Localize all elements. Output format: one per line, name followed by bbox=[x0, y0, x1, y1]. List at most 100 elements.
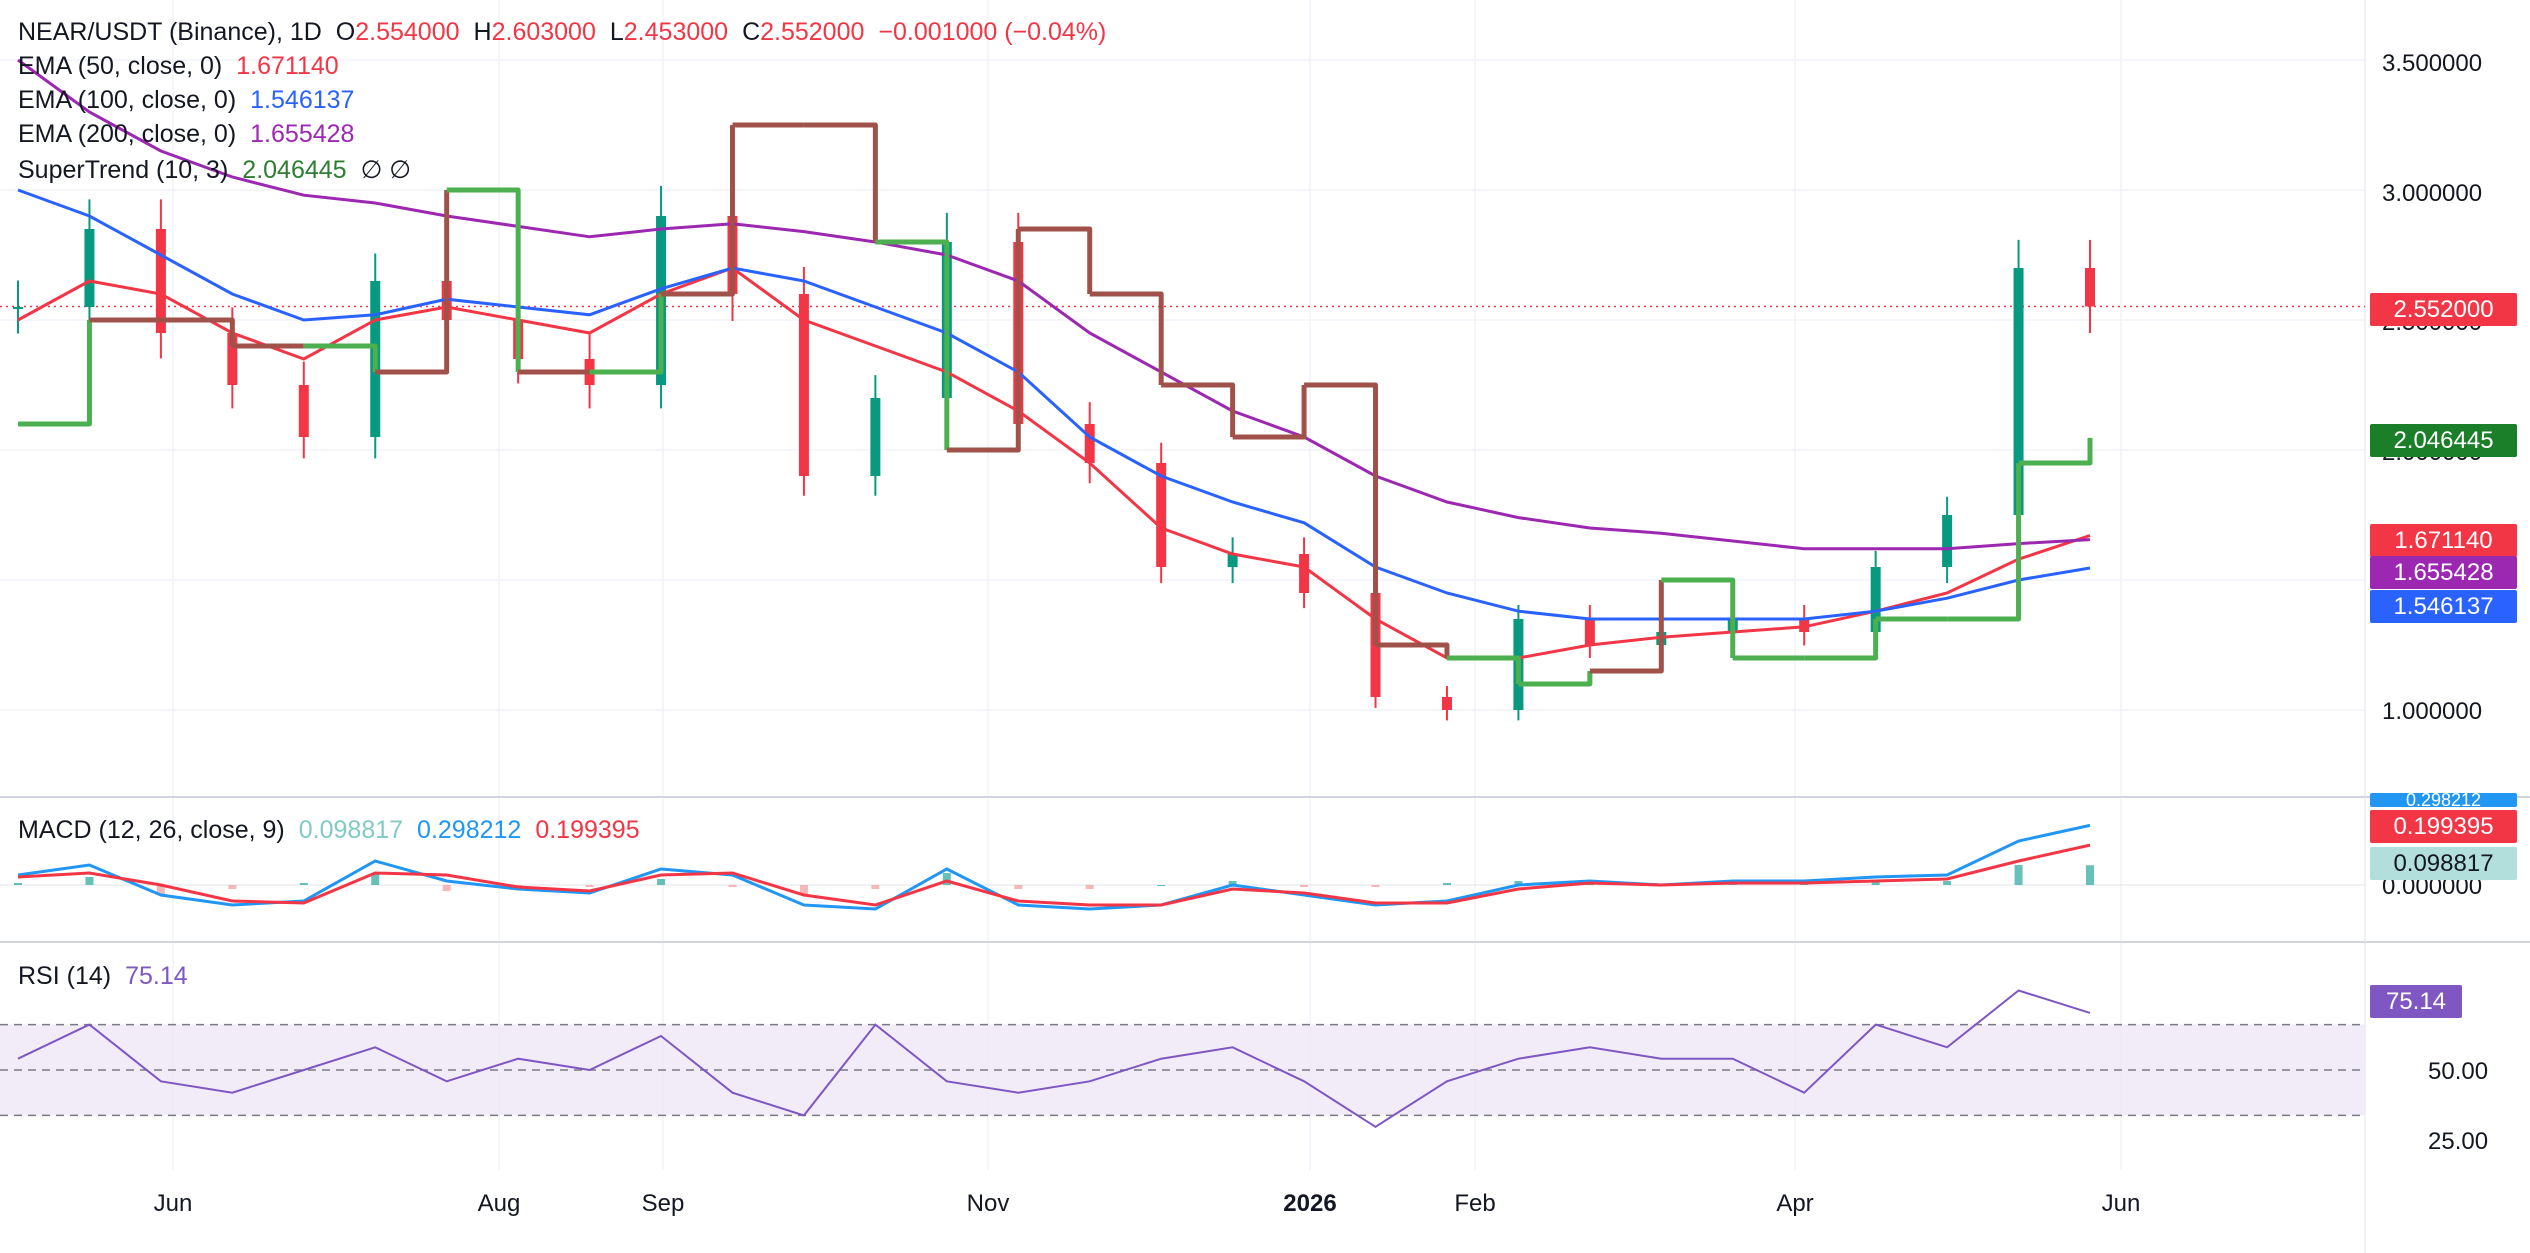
ema100-label: EMA (100, close, 0) bbox=[18, 86, 237, 114]
rsi-tag: 75.14 bbox=[2370, 985, 2462, 1018]
supertrend-legend[interactable]: SuperTrend (10, 3) 2.046445 ∅ ∅ bbox=[18, 155, 425, 185]
candle-body bbox=[1441, 697, 1452, 710]
ema100-line bbox=[17, 188, 2091, 621]
macd-line-tag: 0.298212 bbox=[2370, 793, 2517, 807]
time-axis-label: Feb bbox=[1454, 1190, 1496, 1217]
macd-histogram-bar bbox=[1014, 885, 1023, 889]
close-label: C bbox=[742, 18, 761, 46]
time-axis-label: Jun bbox=[2101, 1190, 2141, 1217]
macd-legend[interactable]: MACD (12, 26, close, 9) 0.098817 0.298212 0… bbox=[18, 816, 654, 845]
supertrend-segment bbox=[1947, 463, 2022, 622]
ema50-label: EMA (50, close, 0) bbox=[18, 52, 223, 80]
macd-histogram-bar bbox=[2014, 865, 2023, 885]
candle-body bbox=[1942, 515, 1953, 567]
price-legend: NEAR/USDT (Binance), 1D O2.554000 H2.60300… bbox=[18, 18, 1120, 47]
supertrend-segment bbox=[1232, 385, 1307, 440]
low-value: 2.453000 bbox=[623, 18, 729, 46]
macd-histogram-bar bbox=[871, 885, 880, 889]
symbol-label: NEAR/USDT (Binance), 1D bbox=[18, 18, 322, 46]
time-axis-label: Aug bbox=[477, 1190, 521, 1217]
macd-histogram-bar bbox=[2086, 865, 2094, 885]
ema200-label: EMA (200, close, 0) bbox=[18, 120, 237, 148]
price-axis-label: 3.500000 bbox=[2382, 50, 2483, 77]
supertrend-segment bbox=[1089, 291, 1164, 385]
rsi-axis-label: 25.00 bbox=[2428, 1128, 2489, 1155]
macd-histogram-bar bbox=[1871, 881, 1880, 885]
supertrend-segment bbox=[303, 343, 378, 372]
macd-signal-tag: 0.199395 bbox=[2370, 810, 2517, 843]
macd-histogram-bar bbox=[799, 885, 808, 895]
macd-histogram-bar bbox=[156, 885, 165, 895]
macd-histogram-bar bbox=[1371, 885, 1380, 887]
supertrend-segment bbox=[446, 187, 521, 372]
supertrend-segment bbox=[1304, 382, 1379, 645]
macd-histogram-bar bbox=[371, 873, 380, 885]
candle-body bbox=[1299, 554, 1310, 593]
macd-signal-line bbox=[17, 843, 2091, 907]
supertrend-label: SuperTrend (10, 3) bbox=[18, 156, 229, 184]
supertrend-value: 2.046445 bbox=[242, 156, 347, 184]
time-axis-label: 2026 bbox=[1283, 1190, 1337, 1217]
time-axis-label: Jun bbox=[153, 1190, 193, 1217]
candle-body bbox=[298, 385, 309, 437]
supertrend-segment bbox=[589, 294, 664, 375]
supertrend-segment bbox=[1804, 619, 1879, 661]
time-axis-label: Nov bbox=[966, 1190, 1010, 1217]
macd-histogram-bar bbox=[1442, 883, 1451, 885]
macd-histogram-bar bbox=[585, 885, 594, 887]
ema200-value: 1.655428 bbox=[250, 120, 355, 148]
candle-body bbox=[2085, 268, 2095, 307]
macd-histogram-bar bbox=[299, 883, 308, 885]
candle-body bbox=[1227, 554, 1238, 567]
supertrend-segment bbox=[1589, 580, 1664, 674]
ema200-price-tag: 1.655428 bbox=[2370, 556, 2517, 589]
high-label: H bbox=[473, 18, 492, 46]
ema50-price-tag: 1.671140 bbox=[2370, 524, 2517, 557]
macd-histogram-bar bbox=[1228, 881, 1237, 885]
candle-body bbox=[227, 333, 238, 385]
macd-histogram-bar bbox=[1300, 885, 1309, 887]
rsi-line bbox=[17, 989, 2091, 1128]
supertrend-segment bbox=[375, 190, 450, 375]
change-value: −0.001000 (−0.04%) bbox=[878, 18, 1107, 46]
supertrend-segment bbox=[1518, 671, 1593, 687]
close-value: 2.552000 bbox=[760, 18, 865, 46]
supertrend-segment bbox=[1661, 577, 1736, 658]
macd-histogram-bar bbox=[14, 883, 22, 885]
macd-histogram-bar bbox=[1943, 881, 1952, 885]
ema50-legend[interactable]: EMA (50, close, 0) 1.671140 bbox=[18, 52, 353, 81]
candle-body bbox=[1870, 567, 1881, 632]
ema200-legend[interactable]: EMA (200, close, 0) 1.655428 bbox=[18, 120, 368, 149]
candle-body bbox=[2013, 268, 2024, 515]
open-label: O bbox=[335, 18, 356, 46]
candle-body bbox=[13, 307, 23, 309]
open-value: 2.554000 bbox=[355, 18, 460, 46]
macd-histogram-bar bbox=[728, 885, 737, 887]
last-price-tag: 2.552000 bbox=[2370, 293, 2517, 326]
ema50-value: 1.671140 bbox=[236, 52, 339, 80]
macd-hist-tag: 0.098817 bbox=[2370, 847, 2517, 880]
supertrend-segment bbox=[875, 239, 950, 450]
supertrend-segment bbox=[18, 320, 92, 427]
candle-body bbox=[870, 398, 881, 476]
candle-body bbox=[1156, 463, 1167, 567]
ema100-legend[interactable]: EMA (100, close, 0) 1.546137 bbox=[18, 86, 368, 115]
empty-set-icon: ∅ ∅ bbox=[360, 156, 412, 184]
supertrend-segment bbox=[2018, 437, 2093, 466]
price-axis-label: 3.000000 bbox=[2382, 180, 2483, 207]
rsi-legend[interactable]: RSI (14) 75.14 bbox=[18, 962, 202, 991]
supertrend-segment bbox=[803, 122, 878, 242]
supertrend-segment bbox=[946, 229, 1021, 453]
ema50-line bbox=[17, 266, 2091, 660]
price-axis-label: 1.000000 bbox=[2382, 698, 2483, 725]
supertrend-segment bbox=[661, 125, 735, 297]
macd-histogram-bar bbox=[228, 885, 237, 889]
supertrend-segment bbox=[1375, 642, 1450, 658]
supertrend-segment bbox=[1018, 226, 1093, 294]
macd-histogram-bar bbox=[657, 879, 666, 885]
high-value: 2.603000 bbox=[491, 18, 596, 46]
macd-line-value: 0.298212 bbox=[417, 816, 522, 844]
time-axis-label: Apr bbox=[1776, 1190, 1814, 1217]
ema100-price-tag: 1.546137 bbox=[2370, 590, 2517, 623]
